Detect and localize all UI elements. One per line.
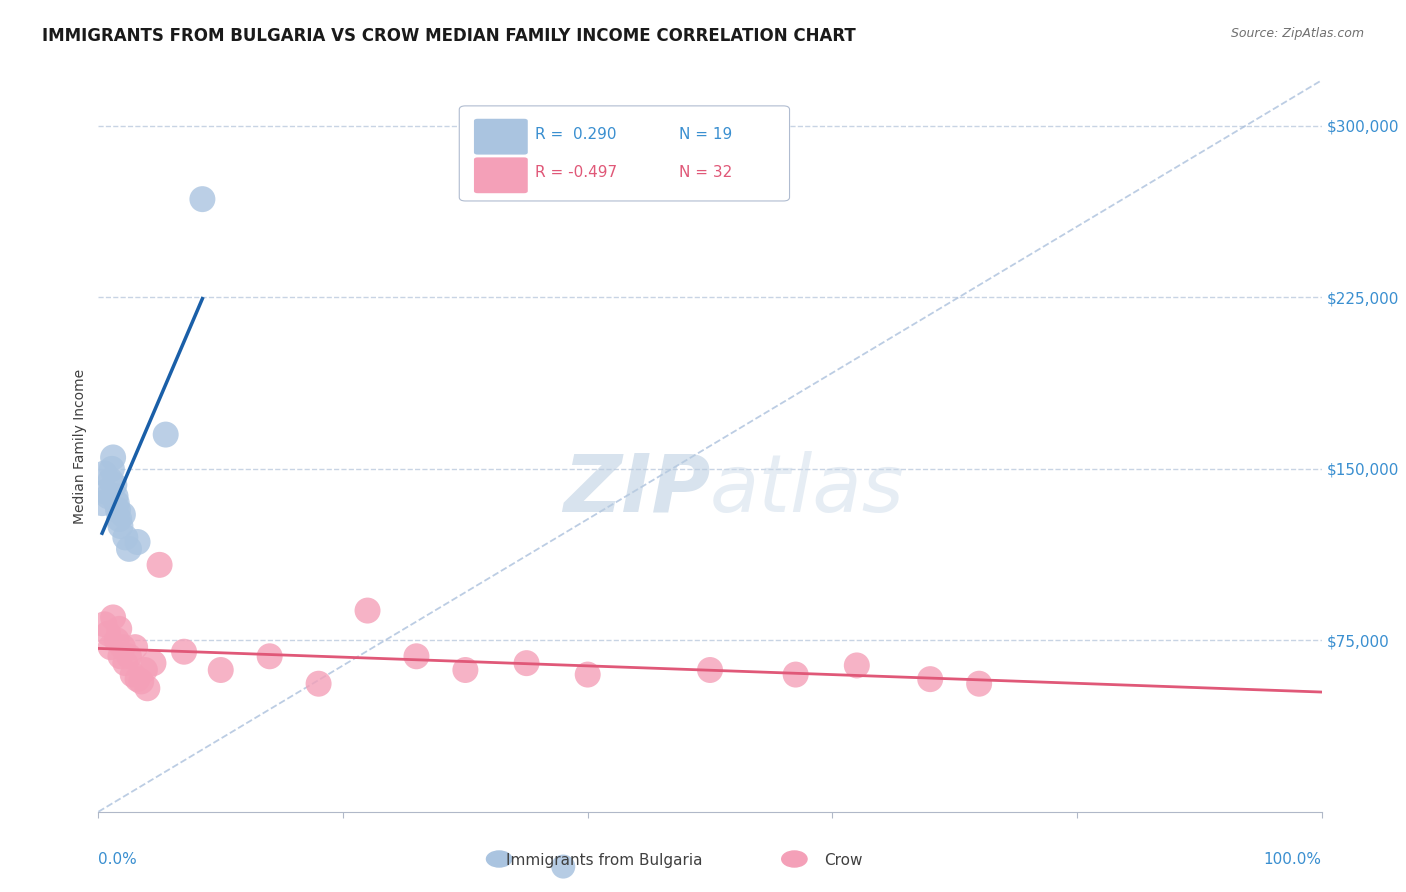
Point	[121, 667, 143, 681]
Point	[108, 622, 131, 636]
Point	[93, 467, 115, 481]
Point	[553, 860, 575, 874]
Point	[100, 473, 122, 487]
Point	[308, 676, 330, 690]
Point	[149, 558, 172, 572]
Point	[118, 541, 141, 556]
Point	[104, 489, 127, 503]
Point	[110, 649, 132, 664]
Point	[920, 672, 942, 686]
Point	[101, 462, 124, 476]
Point	[100, 640, 122, 655]
Point	[127, 672, 149, 686]
Text: R =  0.290: R = 0.290	[536, 127, 617, 142]
Point	[134, 663, 156, 677]
Point	[110, 519, 132, 533]
Text: ZIP: ZIP	[562, 450, 710, 529]
FancyBboxPatch shape	[474, 119, 527, 154]
Point	[94, 484, 117, 499]
Point	[173, 645, 195, 659]
Point	[129, 674, 152, 689]
Point	[111, 508, 134, 522]
Point	[209, 663, 232, 677]
FancyBboxPatch shape	[460, 106, 790, 201]
Point	[114, 656, 136, 670]
Text: atlas: atlas	[710, 450, 905, 529]
Point	[699, 663, 721, 677]
Point	[576, 667, 599, 681]
Text: Immigrants from Bulgaria: Immigrants from Bulgaria	[506, 854, 703, 868]
Text: N = 32: N = 32	[679, 165, 733, 180]
Point	[105, 633, 128, 648]
Point	[516, 656, 538, 670]
Text: Source: ZipAtlas.com: Source: ZipAtlas.com	[1230, 27, 1364, 40]
Point	[127, 535, 149, 549]
Point	[108, 512, 131, 526]
FancyBboxPatch shape	[474, 157, 527, 194]
Point	[259, 649, 281, 664]
Point	[405, 649, 427, 664]
Y-axis label: Median Family Income: Median Family Income	[73, 368, 87, 524]
Text: 0.0%: 0.0%	[98, 852, 138, 867]
Point	[191, 192, 214, 206]
Point	[845, 658, 868, 673]
Text: 100.0%: 100.0%	[1264, 852, 1322, 867]
Point	[101, 610, 124, 624]
Point	[142, 656, 165, 670]
Point	[101, 450, 124, 465]
Point	[356, 603, 378, 617]
Point	[97, 489, 120, 503]
Text: N = 19: N = 19	[679, 127, 733, 142]
Point	[103, 478, 125, 492]
Text: Crow: Crow	[824, 854, 863, 868]
Point	[118, 649, 141, 664]
Point	[785, 667, 807, 681]
Point	[454, 663, 477, 677]
Text: R = -0.497: R = -0.497	[536, 165, 617, 180]
Point	[91, 496, 114, 510]
Circle shape	[486, 851, 512, 867]
Point	[107, 503, 129, 517]
Point	[105, 496, 128, 510]
Circle shape	[782, 851, 807, 867]
Point	[93, 617, 115, 632]
Point	[136, 681, 159, 696]
Point	[97, 626, 120, 640]
Text: IMMIGRANTS FROM BULGARIA VS CROW MEDIAN FAMILY INCOME CORRELATION CHART: IMMIGRANTS FROM BULGARIA VS CROW MEDIAN …	[42, 27, 856, 45]
Point	[967, 676, 990, 690]
Point	[124, 640, 146, 655]
Point	[114, 530, 136, 544]
Point	[111, 640, 134, 655]
Point	[155, 427, 177, 442]
